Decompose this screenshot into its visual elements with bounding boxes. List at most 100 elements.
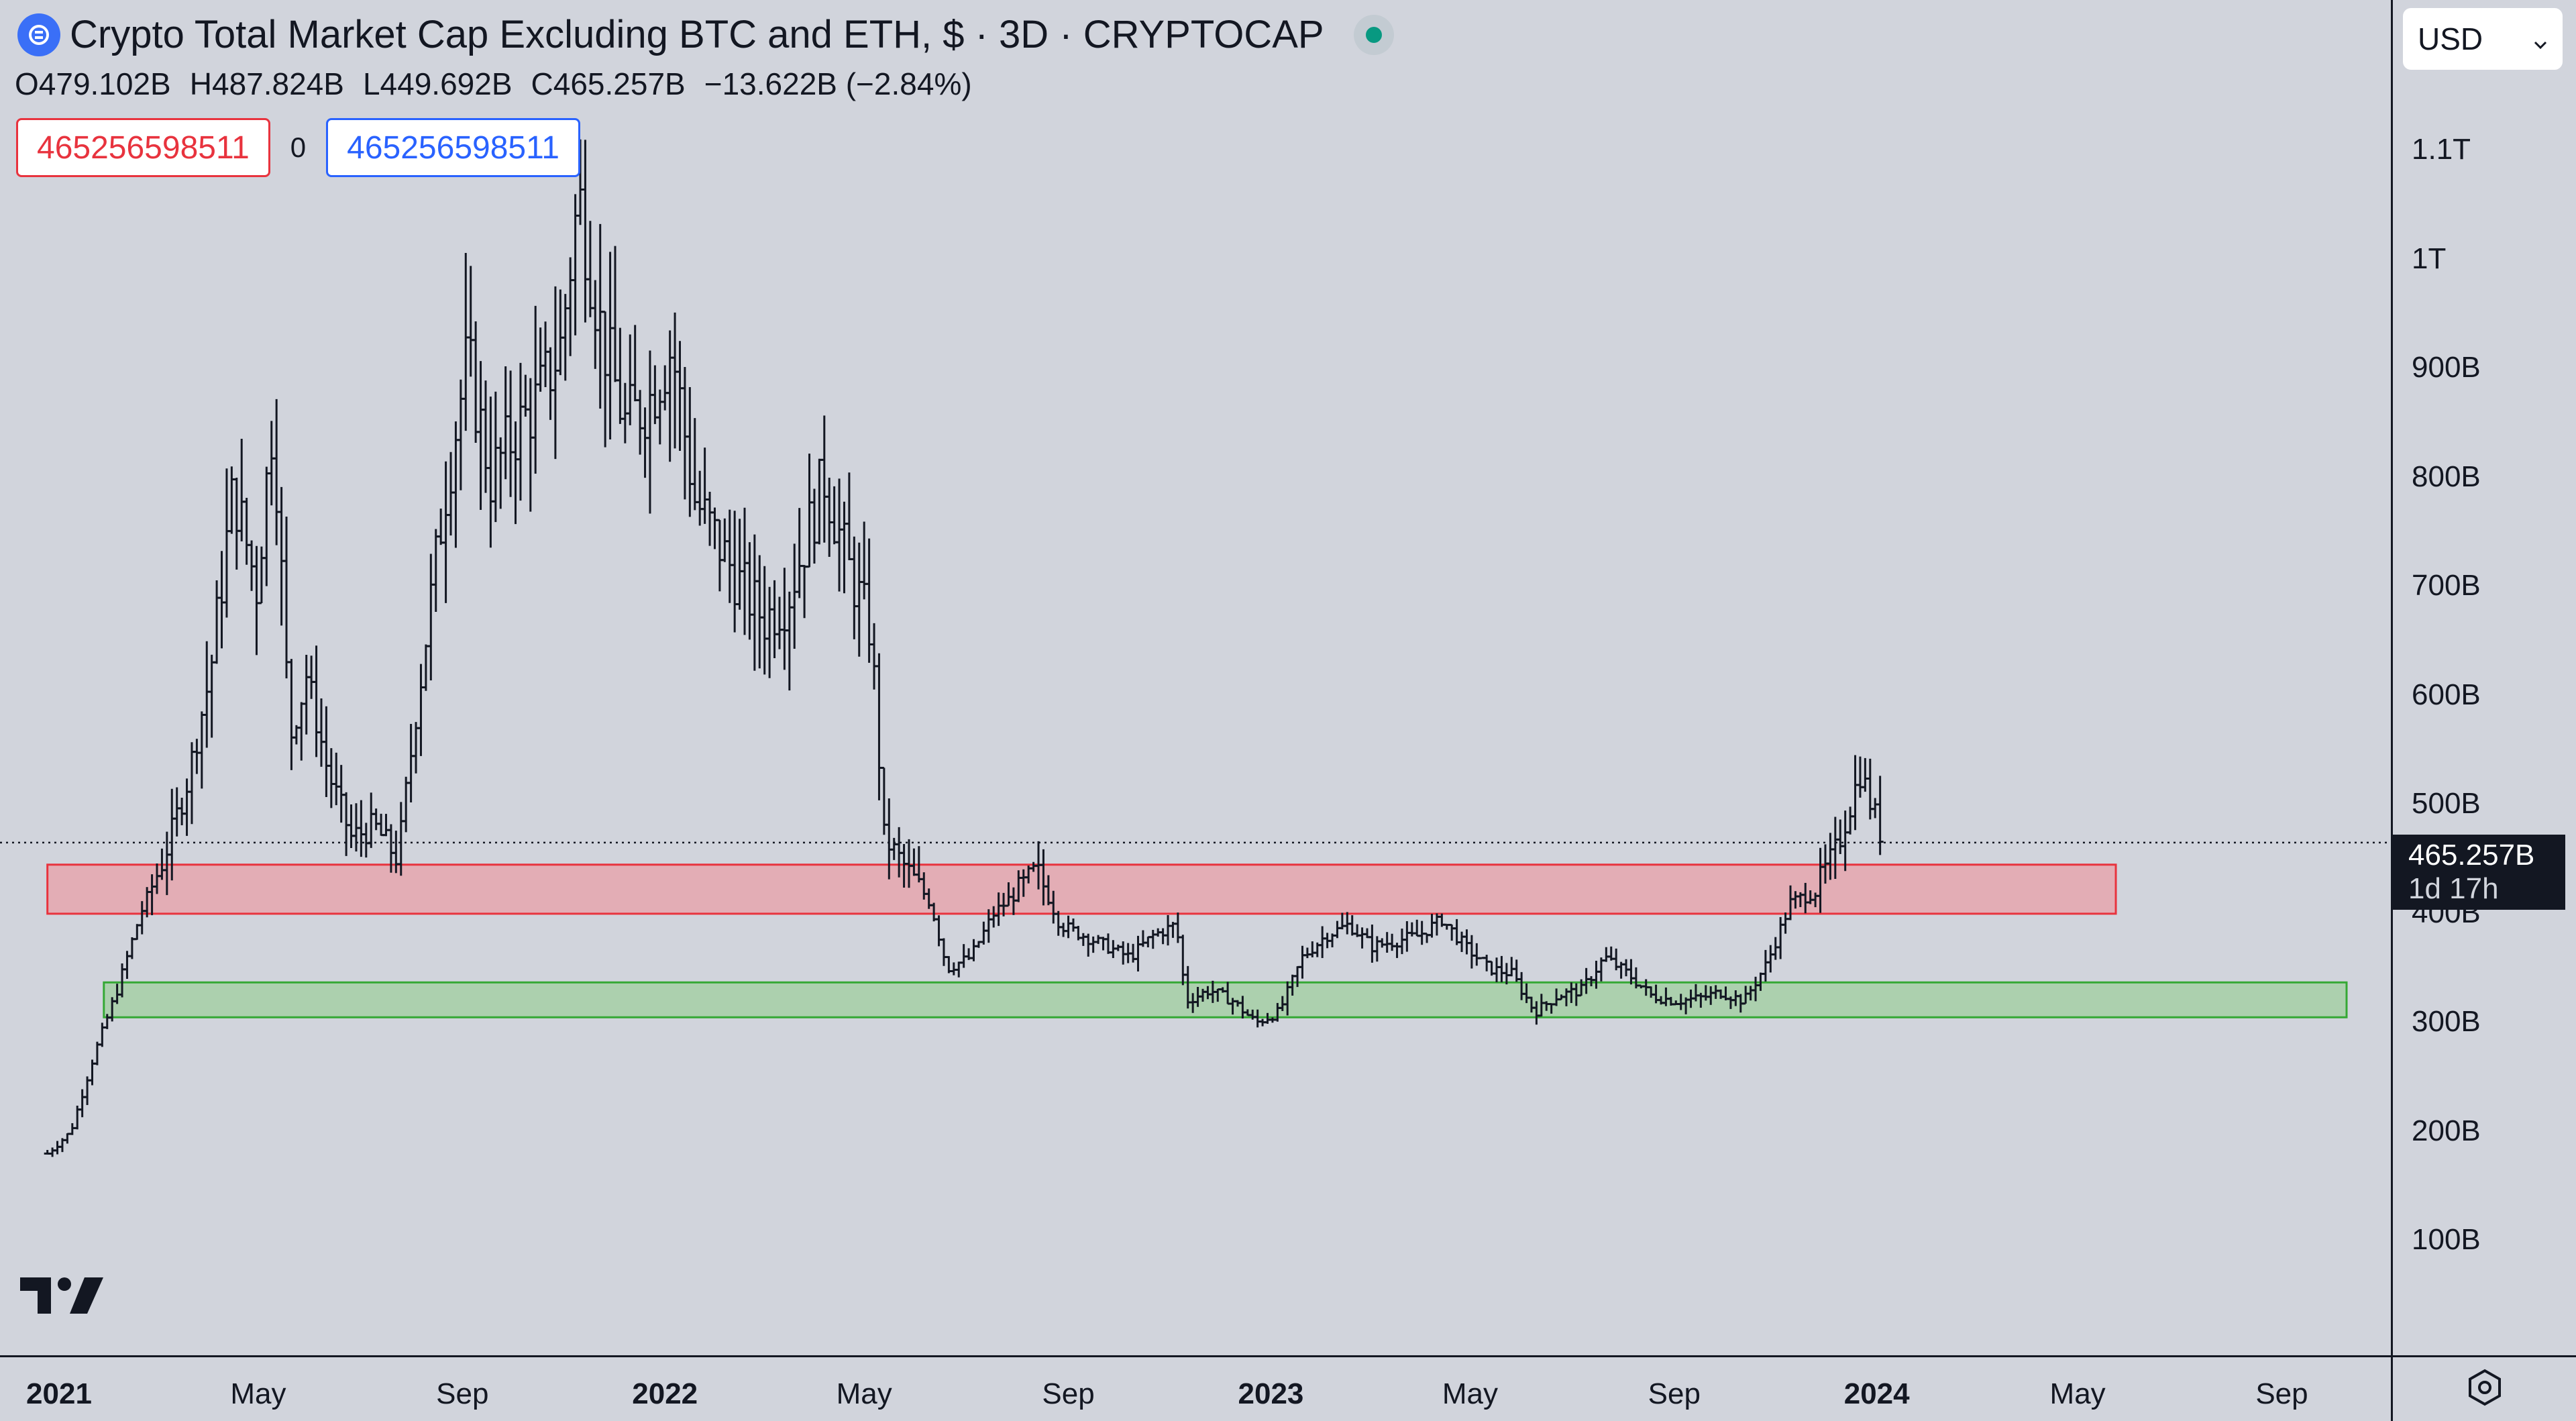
ohlc-bar xyxy=(775,596,783,649)
resistance-zone xyxy=(46,863,2117,915)
ohlc-bar xyxy=(507,370,515,497)
buy-button[interactable]: 465256598511 xyxy=(326,118,580,177)
ohlc-bar xyxy=(407,723,415,802)
ohlc-bar xyxy=(1299,945,1306,979)
ohlc-bar xyxy=(611,246,619,382)
ohlc-bar xyxy=(1772,937,1779,960)
ohlc-bar xyxy=(1603,947,1610,962)
ohlc-bar xyxy=(810,488,818,564)
settings-hexagon-icon xyxy=(2465,1368,2504,1410)
ohlc-bar xyxy=(1862,757,1869,792)
ohlc-bar xyxy=(78,1089,86,1118)
ohlc-bar xyxy=(586,221,594,317)
ohlc-bar xyxy=(1174,912,1181,943)
ohlc-bar xyxy=(567,257,574,356)
ohlc-bar xyxy=(378,813,385,837)
ohlc-bar xyxy=(836,478,843,592)
ohlc-bar xyxy=(1065,915,1072,939)
ohlc-bar xyxy=(1851,755,1859,831)
ohlc-bar xyxy=(1453,918,1460,945)
close-value: C465.257B xyxy=(531,66,686,101)
ohlc-bar xyxy=(711,507,718,549)
ohlc-bar xyxy=(736,519,743,610)
time-tick-label: Sep xyxy=(436,1377,489,1410)
ohlc-bar xyxy=(1383,932,1391,953)
ohlc-bar xyxy=(935,915,943,947)
ohlc-bar xyxy=(1144,936,1152,948)
tradingview-logo[interactable] xyxy=(20,1273,105,1321)
ohlc-bar xyxy=(258,546,265,604)
ohlc-bar xyxy=(527,378,534,512)
ohlc-bar xyxy=(970,939,977,961)
ohlc-bar xyxy=(796,508,803,598)
price-chart[interactable] xyxy=(0,0,2391,1355)
ohlc-bar xyxy=(1413,919,1421,937)
ohlc-bar xyxy=(347,804,355,848)
ohlc-bar xyxy=(1508,957,1515,977)
ohlc-bar xyxy=(417,664,425,756)
ohlc-bar xyxy=(771,580,778,658)
ohlc-bar xyxy=(1408,922,1415,937)
ohlc-bar xyxy=(1872,798,1879,819)
price-tick-label: 500B xyxy=(2412,787,2481,821)
ohlc-bar xyxy=(228,466,235,534)
ohlc-bar xyxy=(592,280,599,369)
ohlc-bar xyxy=(413,722,420,774)
ohlc-bar xyxy=(816,458,823,545)
ohlc-bar xyxy=(253,545,260,655)
ohlc-bar xyxy=(1503,963,1510,985)
ohlc-bar xyxy=(372,808,380,831)
ohlc-bar xyxy=(308,655,315,699)
ohlc-values: O479.102B H487.824B L449.692B C465.257B … xyxy=(15,66,972,102)
ohlc-bar xyxy=(1468,935,1475,969)
market-status-icon[interactable] xyxy=(1353,14,1394,55)
ohlc-bar xyxy=(99,1022,106,1047)
ohlc-bar xyxy=(303,654,310,735)
ohlc-bar xyxy=(1348,915,1356,936)
ohlc-bar xyxy=(1060,923,1067,937)
ohlc-bar xyxy=(1876,776,1884,855)
ohlc-bar xyxy=(1069,918,1077,932)
ohlc-bar xyxy=(696,470,704,526)
price-tick-label: 300B xyxy=(2412,1005,2481,1039)
ohlc-bar xyxy=(806,454,813,568)
ohlc-bar xyxy=(288,659,295,770)
time-tick-label: May xyxy=(2049,1377,2106,1410)
ohlc-bar xyxy=(487,397,494,548)
ohlc-bar xyxy=(427,554,435,681)
ohlc-bar xyxy=(49,1147,56,1157)
ohlc-bar xyxy=(791,543,798,649)
ohlc-bar xyxy=(432,529,439,612)
bar-countdown: 1d 17h xyxy=(2408,872,2499,905)
ohlc-bar xyxy=(123,951,131,980)
ohlc-bar xyxy=(1623,959,1630,977)
sell-button[interactable]: 465256598511 xyxy=(16,118,270,177)
ohlc-bar xyxy=(323,706,330,798)
ohlc-bar xyxy=(1134,935,1142,971)
ohlc-bar xyxy=(477,361,484,510)
support-zone xyxy=(103,981,2348,1018)
chart-legend-title[interactable]: Crypto Total Market Cap Excluding BTC an… xyxy=(17,12,1394,57)
chart-pane[interactable]: Crypto Total Market Cap Excluding BTC an… xyxy=(0,0,2391,1355)
ohlc-bar xyxy=(1379,938,1386,948)
ohlc-bar xyxy=(646,350,653,514)
ohlc-bar xyxy=(830,486,838,545)
price-axis[interactable]: 100B 200B 300B 400B 500B 600B 700B 800B 900B 1T 1.… xyxy=(2391,0,2576,1355)
ohlc-bar xyxy=(497,437,504,509)
currency-dropdown[interactable]: USD xyxy=(2403,8,2563,70)
ohlc-bar xyxy=(457,379,464,490)
ohlc-bar xyxy=(1165,914,1172,946)
ohlc-bar xyxy=(542,321,549,388)
ohlc-bar xyxy=(512,421,519,525)
ohlc-bar xyxy=(686,387,694,517)
ohlc-bar xyxy=(1319,926,1326,958)
ohlc-bar xyxy=(631,325,639,402)
ohlc-bar xyxy=(517,362,524,501)
chart-settings-button[interactable] xyxy=(2391,1355,2576,1421)
ohlc-bar xyxy=(756,555,763,669)
ohlc-bar xyxy=(627,334,634,425)
ohlc-bar xyxy=(1398,929,1405,955)
ohlc-bar xyxy=(133,924,141,941)
ohlc-bar xyxy=(442,461,449,603)
time-axis[interactable]: 2021 May Sep 2022 May Sep 2023 May Sep 2024 May Sep xyxy=(0,1355,2391,1421)
